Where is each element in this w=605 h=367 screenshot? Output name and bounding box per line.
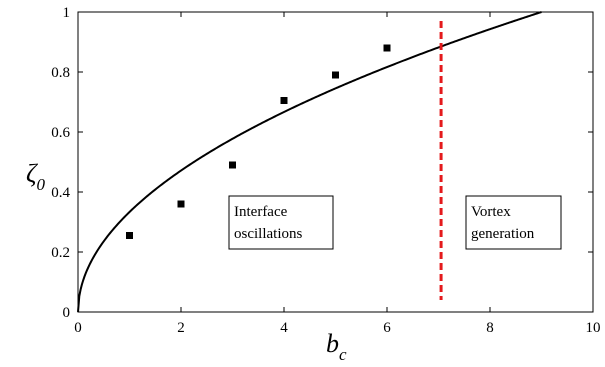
x-tick-label: 6 xyxy=(383,320,391,336)
annotation-line: Vortex xyxy=(471,204,511,220)
data-point xyxy=(229,161,236,169)
data-point xyxy=(332,71,339,79)
y-tick-label: 0.6 xyxy=(51,125,70,141)
y-axis-label: ζ0 xyxy=(26,159,46,194)
x-tick-label: 0 xyxy=(74,320,82,336)
x-tick-label: 8 xyxy=(486,320,494,336)
y-tick-label: 0.4 xyxy=(51,185,70,201)
y-tick-label: 0.2 xyxy=(51,245,70,261)
x-tick-label: 10 xyxy=(586,320,601,336)
fit-curve xyxy=(77,11,542,313)
x-tick-label: 4 xyxy=(280,320,288,336)
y-axis-label-subscript: 0 xyxy=(37,175,46,194)
y-tick-label: 0 xyxy=(63,305,71,321)
x-tick-label: 2 xyxy=(177,320,185,336)
x-axis-label-subscript: c xyxy=(339,345,347,364)
data-point xyxy=(383,44,391,52)
annotation-line: oscillations xyxy=(234,226,302,242)
y-axis-label-main: ζ xyxy=(26,159,38,188)
annotation-vortex-generation: Vortex generation xyxy=(465,195,562,250)
y-tick-label: 1 xyxy=(63,5,71,21)
data-point xyxy=(177,200,185,208)
plot-area-frame xyxy=(77,11,594,313)
y-tick-label: 0.8 xyxy=(51,65,70,81)
data-point xyxy=(280,97,288,104)
annotation-line: Interface xyxy=(234,204,288,220)
x-axis-label: bc xyxy=(326,329,347,364)
annotation-interface-oscillations: Interface oscillations xyxy=(228,195,334,250)
data-point xyxy=(126,232,133,239)
x-axis-label-main: b xyxy=(326,329,339,358)
annotation-line: generation xyxy=(471,226,535,242)
